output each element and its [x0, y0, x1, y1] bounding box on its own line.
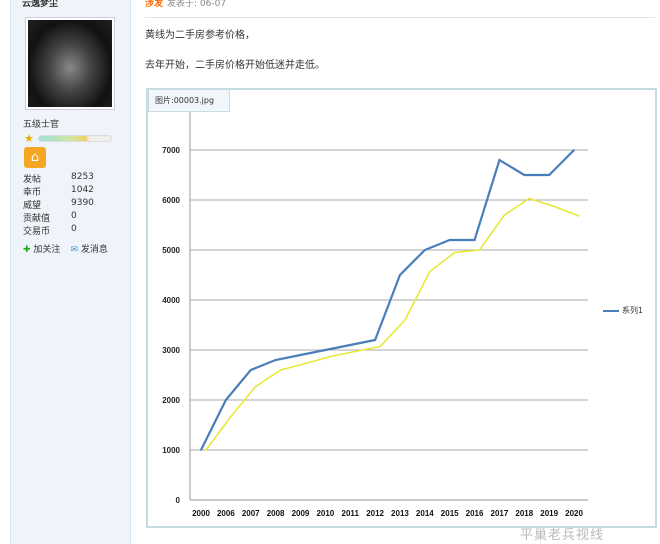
stat-row: 交易币 0 — [23, 224, 77, 237]
x-tick-label: 2016 — [466, 509, 484, 518]
user-stats: 发帖 8253 幸币 1042 威望 9390 贡献值 0 交易币 0 — [23, 172, 94, 237]
data-point — [279, 369, 282, 371]
y-tick-label: 7000 — [162, 146, 180, 155]
data-point — [548, 174, 550, 176]
message-button[interactable]: ✉ 发消息 — [70, 245, 108, 255]
x-tick-label: 2015 — [441, 509, 459, 518]
watermark: 平巢老兵视线 — [520, 528, 605, 543]
data-point — [404, 319, 406, 321]
image-label: 图片:00003.jpg — [148, 89, 230, 112]
legend-label: 系列1 — [622, 306, 644, 315]
y-tick-label: 3000 — [162, 346, 180, 355]
data-point — [249, 369, 252, 371]
x-tick-label: 2010 — [316, 509, 334, 518]
x-tick-label: 2020 — [565, 509, 583, 518]
data-point — [374, 339, 376, 341]
data-point — [205, 449, 207, 451]
level-progress-bar — [38, 135, 112, 142]
x-tick-label: 2007 — [242, 509, 260, 518]
y-tick-label: 5000 — [162, 246, 180, 255]
post-image[interactable] — [146, 88, 657, 528]
data-point — [429, 270, 431, 273]
x-tick-label: 2014 — [416, 509, 434, 518]
data-point — [354, 350, 357, 353]
data-point — [230, 415, 232, 418]
post-author[interactable]: 涉发 — [145, 0, 164, 9]
follow-button[interactable]: ✚ 加关注 — [23, 245, 61, 255]
data-point — [329, 355, 332, 358]
x-tick-label: 2017 — [491, 509, 509, 518]
data-point — [503, 214, 506, 216]
x-tick-label: 2011 — [342, 509, 360, 518]
series-line — [200, 149, 575, 451]
chart-legend: 系列1 — [603, 305, 643, 316]
x-tick-label: 2013 — [391, 509, 409, 518]
stat-row: 贡献值 0 — [23, 211, 77, 224]
data-point — [528, 197, 531, 200]
data-point — [349, 344, 352, 346]
post-line: 黄线为二手房参考价格， — [145, 30, 255, 41]
data-point — [274, 359, 277, 361]
annotation-line — [205, 197, 580, 451]
post-header: 涉发 发表于: 06-07 — [145, 0, 226, 9]
data-point — [379, 345, 381, 348]
y-tick-label: 1000 — [162, 446, 180, 455]
data-point — [523, 174, 526, 176]
x-tick-label: 2006 — [217, 509, 235, 518]
x-tick-label: 2012 — [366, 509, 384, 518]
data-point — [424, 249, 426, 251]
data-point — [254, 385, 257, 388]
y-tick-label: 4000 — [162, 296, 180, 305]
data-point — [304, 362, 307, 365]
y-tick-label: 6000 — [162, 196, 180, 205]
data-point — [553, 205, 555, 208]
data-point — [573, 149, 575, 151]
x-tick-label: 2000 — [192, 509, 210, 518]
star-icon: ★ — [24, 132, 34, 145]
data-point — [200, 449, 202, 451]
avatar[interactable] — [25, 17, 115, 110]
divider — [145, 17, 655, 18]
data-point — [299, 354, 302, 356]
stat-row: 幸币 1042 — [23, 185, 94, 198]
post-line: 去年开始，二手房价格开始低迷并走低。 — [145, 60, 325, 71]
data-point — [324, 349, 327, 351]
x-tick-label: 2018 — [515, 509, 533, 518]
username[interactable]: 云逸梦尘 — [22, 0, 59, 9]
data-point — [473, 239, 476, 241]
data-point — [225, 399, 227, 401]
data-point — [453, 251, 456, 254]
user-rank: 五级士官 — [23, 120, 60, 130]
x-tick-label: 2019 — [540, 509, 558, 518]
mail-icon: ✉ — [70, 245, 78, 255]
y-tick-label: 2000 — [162, 396, 180, 405]
data-point — [498, 159, 501, 161]
legend-swatch — [603, 309, 619, 312]
stat-row: 威望 9390 — [23, 198, 94, 211]
post-date: 发表于: 06-07 — [167, 0, 227, 9]
y-tick-label: 0 — [176, 496, 181, 505]
x-tick-label: 2008 — [267, 509, 285, 518]
data-point — [578, 215, 580, 217]
data-point — [448, 239, 451, 241]
stat-row: 发帖 8253 — [23, 172, 94, 185]
data-point — [399, 274, 401, 276]
data-point — [478, 249, 481, 251]
home-icon[interactable]: ⌂ — [24, 147, 46, 168]
x-tick-label: 2009 — [292, 509, 310, 518]
plus-icon: ✚ — [23, 245, 31, 255]
